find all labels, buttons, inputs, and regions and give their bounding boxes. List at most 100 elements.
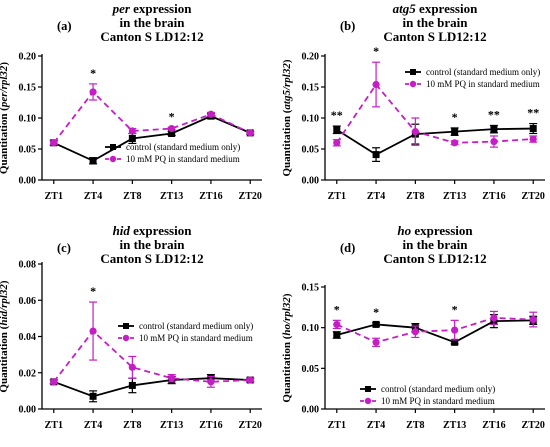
data-point: [50, 378, 58, 386]
y-axis-label: Quantitation (atg5/rpl32): [281, 59, 293, 176]
data-point: [333, 139, 341, 147]
y-tick-label: 0.20: [302, 52, 320, 63]
x-tick-label: ZT13: [443, 420, 466, 431]
series-pq: [49, 83, 255, 147]
y-tick-label: 0.04: [19, 332, 37, 343]
panel-label: (d): [340, 241, 355, 255]
chart-title-gene: atg5: [393, 1, 417, 16]
data-point: [529, 125, 537, 133]
data-point: [89, 88, 97, 96]
data-point: [128, 363, 136, 371]
x-tick-label: ZT13: [443, 191, 466, 202]
legend: control (standard medium only) 10 mM PQ i…: [405, 67, 540, 89]
x-tick-label: ZT16: [482, 191, 505, 202]
x-tick-label: ZT1: [45, 420, 63, 431]
y-tick-label: 0.06: [19, 296, 37, 307]
legend-marker: [123, 323, 129, 329]
legend-label: 10 mM PQ in standard medium: [426, 79, 540, 89]
x-tick-label: ZT16: [199, 420, 222, 431]
series-line: [53, 377, 251, 398]
x-tick-label: ZT4: [84, 420, 102, 431]
data-point: [411, 128, 419, 136]
legend-label: 10 mM PQ in standard medium: [139, 333, 253, 343]
legend-marker: [409, 80, 417, 88]
series-pq: [49, 301, 255, 388]
legend-marker: [110, 144, 116, 150]
x-tick-label: ZT8: [123, 191, 141, 202]
y-tick-label: 0.00: [302, 405, 320, 416]
y-axis-label-gene: hid/rpl32: [0, 284, 10, 326]
legend: control (standard medium only) 10 mM PQ i…: [360, 384, 495, 406]
y-axis-label-gene: ho/rpl32: [281, 297, 293, 336]
legend-label: control (standard medium only): [426, 67, 540, 77]
significance-marker: *: [452, 110, 458, 124]
chart-title: per expression: [112, 1, 193, 16]
y-tick-label: 0.05: [302, 145, 320, 156]
y-tick-label: 0.05: [19, 145, 37, 156]
y-axis-label-suffix: ): [0, 62, 10, 66]
series-control: [332, 122, 538, 162]
y-axis-label-suffix: ): [281, 59, 293, 63]
data-point: [89, 392, 97, 400]
series-line: [53, 115, 251, 162]
chart-title-suffix: expression: [416, 1, 478, 16]
x-tick-label: ZT16: [482, 420, 505, 431]
x-tick-label: ZT20: [522, 191, 545, 202]
x-tick-label: ZT20: [239, 420, 262, 431]
y-tick-label: 0.15: [302, 83, 320, 94]
data-point: [207, 110, 215, 118]
y-tick-label: 0.20: [19, 52, 37, 63]
panel-label: (b): [340, 19, 355, 33]
legend-marker: [365, 386, 371, 392]
y-axis-label-prefix: Quantitation (: [0, 107, 10, 174]
chart-title-line3: Canton S LD12:12: [100, 251, 203, 266]
chart-title-suffix: expression: [130, 223, 192, 238]
y-tick-label: 0.10: [302, 323, 320, 334]
panel-label: (a): [57, 19, 72, 33]
data-point: [333, 126, 341, 134]
panel-label: (c): [57, 241, 71, 255]
x-tick-label: ZT1: [328, 420, 346, 431]
chart-title-line3: Canton S LD12:12: [100, 29, 203, 44]
y-axis-label-prefix: Quantitation (: [0, 325, 10, 392]
y-axis-label: Quantitation (hid/rpl32): [0, 280, 10, 393]
significance-marker: *: [169, 109, 175, 123]
significance-marker: *: [334, 302, 340, 316]
chart-title-line3: Canton S LD12:12: [383, 29, 486, 44]
y-tick-label: 0.00: [19, 405, 37, 416]
y-axis-label: Quantitation (ho/rpl32): [281, 293, 293, 402]
significance-marker: *: [452, 302, 458, 316]
y-axis-label-prefix: Quantitation (: [281, 109, 293, 176]
data-point: [490, 314, 498, 322]
y-axis-label-suffix: ): [281, 293, 293, 297]
y-tick-label: 0.10: [302, 114, 320, 125]
legend-marker: [122, 334, 130, 342]
x-tick-label: ZT13: [160, 191, 183, 202]
y-tick-label: 0.15: [19, 83, 37, 94]
x-tick-label: ZT4: [367, 420, 385, 431]
data-point: [128, 381, 136, 389]
y-tick-label: 0.10: [19, 114, 37, 125]
data-point: [451, 326, 459, 334]
chart-title-line2: in the brain: [402, 15, 468, 30]
significance-marker: **: [488, 107, 500, 121]
legend-label: control (standard medium only): [139, 321, 253, 331]
series-line: [53, 329, 251, 383]
y-axis-label-gene: atg5/rpl32: [281, 63, 293, 110]
data-point: [207, 378, 215, 386]
legend-label: control (standard medium only): [126, 142, 240, 152]
data-point: [451, 128, 459, 136]
data-point: [451, 338, 459, 346]
data-point: [372, 320, 380, 328]
legend: control (standard medium only) 10 mM PQ i…: [118, 321, 253, 343]
legend-label: 10 mM PQ in standard medium: [381, 396, 495, 406]
y-tick-label: 0.15: [302, 283, 320, 294]
chart-title-suffix: expression: [130, 1, 192, 16]
x-tick-label: ZT16: [199, 191, 222, 202]
y-axis-label-prefix: Quantitation (: [281, 335, 293, 402]
data-point: [411, 328, 419, 336]
chart-title-line2: in the brain: [119, 15, 185, 30]
